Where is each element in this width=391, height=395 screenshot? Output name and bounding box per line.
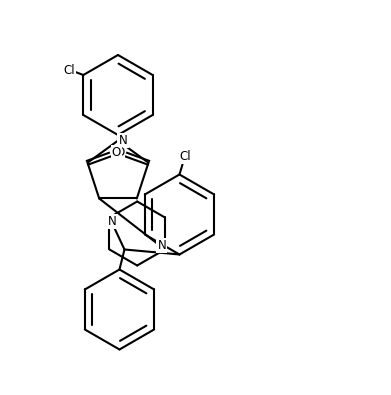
- Text: N: N: [158, 239, 166, 252]
- Text: N: N: [118, 134, 127, 147]
- Text: N: N: [108, 215, 117, 228]
- Text: Cl: Cl: [64, 64, 75, 77]
- Text: O: O: [115, 146, 124, 159]
- Text: O: O: [112, 146, 121, 159]
- Text: Cl: Cl: [180, 150, 191, 163]
